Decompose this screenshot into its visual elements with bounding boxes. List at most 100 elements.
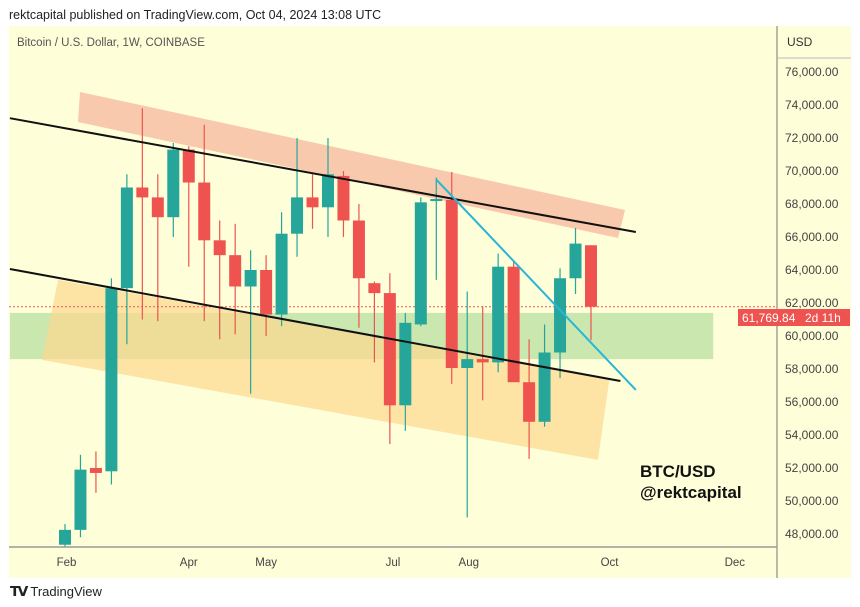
price-tick-label: 68,000.00 [785, 197, 839, 211]
candle-body [198, 182, 211, 241]
candle [507, 261, 520, 383]
candle-body [59, 529, 71, 545]
candle-body [275, 233, 288, 315]
time-tick-label: Dec [725, 557, 746, 569]
upper-trendline [9, 117, 637, 234]
candle-body [352, 220, 365, 279]
price-tick-label: 74,000.00 [785, 98, 839, 112]
currency-label[interactable]: USD [787, 35, 813, 49]
candle [461, 291, 474, 518]
price-tick-label: 62,000.00 [785, 296, 839, 310]
candle-body [167, 149, 180, 218]
candle [89, 451, 102, 493]
time-tick-label: Jul [386, 557, 401, 569]
candle [383, 273, 396, 445]
candle-body [306, 197, 319, 208]
candle-body [321, 174, 334, 208]
brand-name: TradingView [30, 584, 102, 599]
candle-body [136, 187, 149, 198]
time-axis[interactable]: Feb Apr May Jul Aug Oct Dec [57, 557, 746, 569]
candle-body [492, 266, 505, 363]
candle-body [523, 382, 536, 422]
candle [476, 306, 489, 401]
candle [182, 146, 195, 267]
candle [584, 245, 597, 341]
price-tick-label: 64,000.00 [785, 263, 839, 277]
candle [229, 223, 242, 335]
price-tick-label: 50,000.00 [785, 494, 839, 508]
chart-title: Bitcoin / U.S. Dollar, 1W, COINBASE [17, 37, 205, 49]
resistance-band [77, 91, 626, 238]
candle [554, 268, 567, 379]
time-tick-label: Feb [57, 557, 77, 569]
candle-body [476, 359, 489, 363]
price-tick-label: 48,000.00 [785, 527, 839, 541]
candle [399, 312, 412, 431]
candle [430, 177, 443, 280]
candle [59, 524, 71, 547]
price-tick-label: 56,000.00 [785, 395, 839, 409]
cyan-trendline [435, 178, 637, 391]
bar-countdown: 2d 11h [805, 311, 841, 325]
time-tick-label: Aug [459, 557, 479, 569]
candle [120, 174, 133, 345]
candle-body [538, 352, 551, 422]
lower-trendline [9, 268, 621, 383]
candle-body [445, 199, 458, 369]
candle [260, 255, 273, 336]
candle [569, 227, 582, 294]
candle [492, 253, 505, 373]
price-tick-label: 76,000.00 [785, 65, 839, 79]
candle [291, 138, 304, 257]
candle-body [291, 197, 304, 234]
candle-body [554, 278, 567, 353]
price-axis[interactable]: 76,000.00 74,000.00 72,000.00 70,000.00 68,0… [785, 65, 839, 541]
candle-body [105, 288, 118, 472]
candle-body [244, 270, 257, 287]
price-tick-label: 60,000.00 [785, 329, 839, 343]
candle [275, 212, 288, 327]
candle [306, 174, 319, 229]
candle-body [399, 322, 412, 406]
candle-body [120, 187, 133, 289]
time-tick-label: Apr [180, 557, 198, 569]
price-tick-label: 54,000.00 [785, 428, 839, 442]
last-price-badge [738, 309, 850, 326]
price-tick-label: 58,000.00 [785, 362, 839, 376]
price-tick-label: 52,000.00 [785, 461, 839, 475]
candle [368, 281, 381, 363]
candle-body [430, 199, 443, 202]
candle-body [229, 255, 242, 287]
last-price-value: 61,769.84 [742, 311, 796, 325]
candle [523, 339, 536, 459]
tradingview-brand[interactable]: 𝗧𝗩 TradingView [10, 583, 102, 600]
candle [337, 171, 350, 237]
publish-header: rektcapital published on TradingView.com… [9, 8, 382, 22]
price-tick-label: 70,000.00 [785, 164, 839, 178]
price-tick-label: 72,000.00 [785, 131, 839, 145]
candle [198, 124, 211, 322]
candle-body [182, 149, 195, 183]
plot-area[interactable] [9, 91, 777, 554]
candle [136, 108, 149, 320]
price-tick-label: 66,000.00 [785, 230, 839, 244]
candle [213, 220, 226, 340]
candle-body [337, 175, 350, 221]
last-price-label: 61,769.84 2d 11h [738, 309, 850, 326]
candle [167, 142, 180, 237]
watermark-author: @rektcapital [640, 483, 742, 502]
candle [321, 138, 334, 237]
candle-body [584, 245, 597, 307]
candle-body [569, 243, 582, 279]
candle-body [414, 202, 427, 325]
candle [445, 171, 458, 384]
candle-body [213, 240, 226, 256]
candle-body [151, 197, 164, 218]
watermark-pair: BTC/USD [640, 462, 716, 481]
candle [74, 454, 87, 538]
candle-body [507, 266, 520, 383]
candle [352, 204, 365, 328]
candle-body [383, 293, 396, 406]
candle [414, 197, 427, 327]
